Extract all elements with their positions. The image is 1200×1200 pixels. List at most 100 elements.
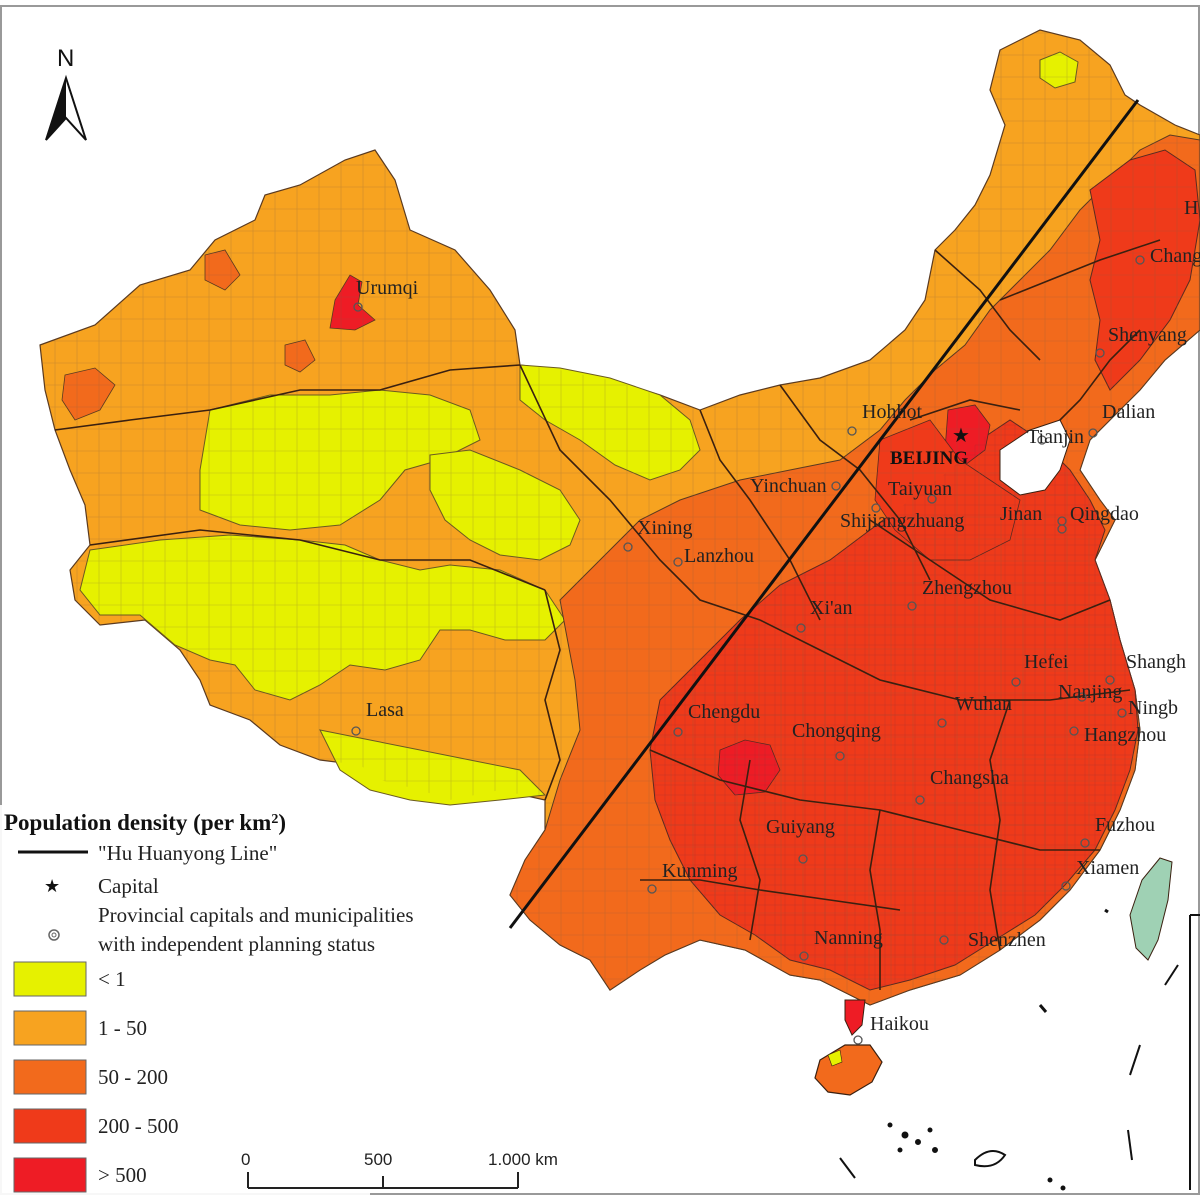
city-label: Zhengzhou [922,577,1012,599]
legend-swatch [13,1157,87,1193]
city-label: Nanning [814,927,883,949]
city-marker-icon [939,935,949,945]
city-marker-icon [796,623,806,633]
city-marker-icon [623,542,633,552]
city-label: Changsha [930,767,1009,789]
city-label: Qingdao [1070,503,1139,525]
capital-label: BEIJING [890,448,968,469]
city-label: Jinan [1000,503,1042,525]
city-label: Xining [637,517,693,539]
legend: Population density (per km2) "Hu Huanyon… [0,805,414,1200]
city-marker-icon [915,795,925,805]
scale-tick-1000: 1.000 km [488,1150,558,1169]
city-marker-icon [1095,348,1105,358]
capital-marker-group: ★ BEIJING [890,423,970,469]
city-layer: Urumqi Lasa Xining Lanzhou Yinchuan Hohhot Tai… [351,197,1200,1045]
legend-class-label: 1 - 50 [98,1016,147,1040]
hainan-island [814,1044,883,1096]
legend-swatch [13,1059,87,1095]
scale-tick-500: 500 [364,1150,392,1169]
city-label: Shenzhen [968,929,1046,951]
city-marker-icon [835,751,845,761]
city-label: Lasa [366,699,404,721]
legend-class-label: < 1 [98,967,126,991]
hu-huanyong-line [508,99,1140,929]
legend-class-label: > 500 [98,1163,147,1187]
bohai-sea [999,419,1071,496]
city-label: Chongqing [792,720,881,742]
city-label: Fuzhou [1095,814,1155,836]
city-label: Chang [1150,245,1200,267]
city-label: Hefei [1024,651,1069,673]
city-label: Urumqi [356,277,419,299]
province-borders [54,239,1161,990]
city-label: Xiamen [1076,857,1139,879]
scale-tick-0: 0 [241,1150,250,1169]
city-label: Haikou [870,1013,929,1035]
taiwan [1129,857,1173,961]
north-label: N [57,45,74,72]
legend-swatch [13,961,87,997]
hainan-yellow-patch [827,1049,843,1067]
map-frame [0,5,1200,1195]
legend-provincial-label-1: Provincial capitals and municipalities [98,903,414,927]
city-marker-icon [1080,838,1090,848]
city-label: Shijiangzhuang [840,510,964,532]
city-marker-icon [871,503,881,513]
city-marker-icon [831,481,841,491]
north-arrow: N [45,45,87,141]
legend-provincial-icon [48,929,60,941]
city-marker-icon [673,727,683,737]
city-label: Shangh [1126,651,1186,673]
city-marker-icon [647,884,657,894]
city-marker-icon [1105,675,1115,685]
city-marker-icon [1135,255,1145,265]
city-marker-icon [937,718,947,728]
south-china-sea-islands [839,908,1200,1191]
city-label: Yinchuan [750,475,827,497]
legend-swatch [13,1010,87,1046]
leizhou-peninsula [844,999,866,1036]
city-label: Xi'an [810,597,852,619]
city-marker-icon [1077,692,1087,702]
legend-class-label: 200 - 500 [98,1114,179,1138]
city-label: Hohhot [862,401,922,423]
legend-capital-icon: ★ [44,876,60,897]
city-marker-icon [1061,881,1071,891]
city-label: Ningb [1128,697,1178,719]
city-label: Chengdu [688,701,760,723]
city-marker-icon [927,494,937,504]
city-label: Hangzhou [1084,724,1166,746]
city-label: Nanjing [1058,681,1122,703]
legend-provincial-label-2: with independent planning status [98,932,375,956]
city-marker-icon [1088,428,1098,438]
city-marker-icon [799,951,809,961]
city-label: Taiyuan [888,478,952,500]
city-label: Tianjin [1027,426,1084,448]
city-marker-icon [847,426,857,436]
city-marker-icon [1011,677,1021,687]
city-label: Dalian [1102,401,1155,423]
city-label: Kunming [662,860,738,882]
legend-line-label: "Hu Huanyong Line" [98,841,277,865]
city-marker-icon [853,1035,863,1045]
city-label: Guiyang [766,816,835,838]
legend-capital-label: Capital [98,874,159,898]
city-marker-icon [1037,435,1047,445]
city-marker-icon [673,557,683,567]
city-label: H [1184,197,1198,219]
city-label: Shenyang [1108,324,1187,346]
legend-swatch [13,1108,87,1144]
admin-borders-west [40,30,1200,1005]
city-label: Lanzhou [684,545,754,567]
legend-title: Population density (per km2) [4,810,286,835]
city-marker-icon [1117,708,1127,718]
city-label: Wuhan [955,693,1012,715]
city-marker-icon [353,302,363,312]
city-marker-icon [1057,524,1067,534]
city-marker-icon [798,854,808,864]
city-marker-icon [1069,726,1079,736]
legend-classes: < 1 1 - 50 50 - 200 200 - 500 > 500 [13,961,179,1193]
